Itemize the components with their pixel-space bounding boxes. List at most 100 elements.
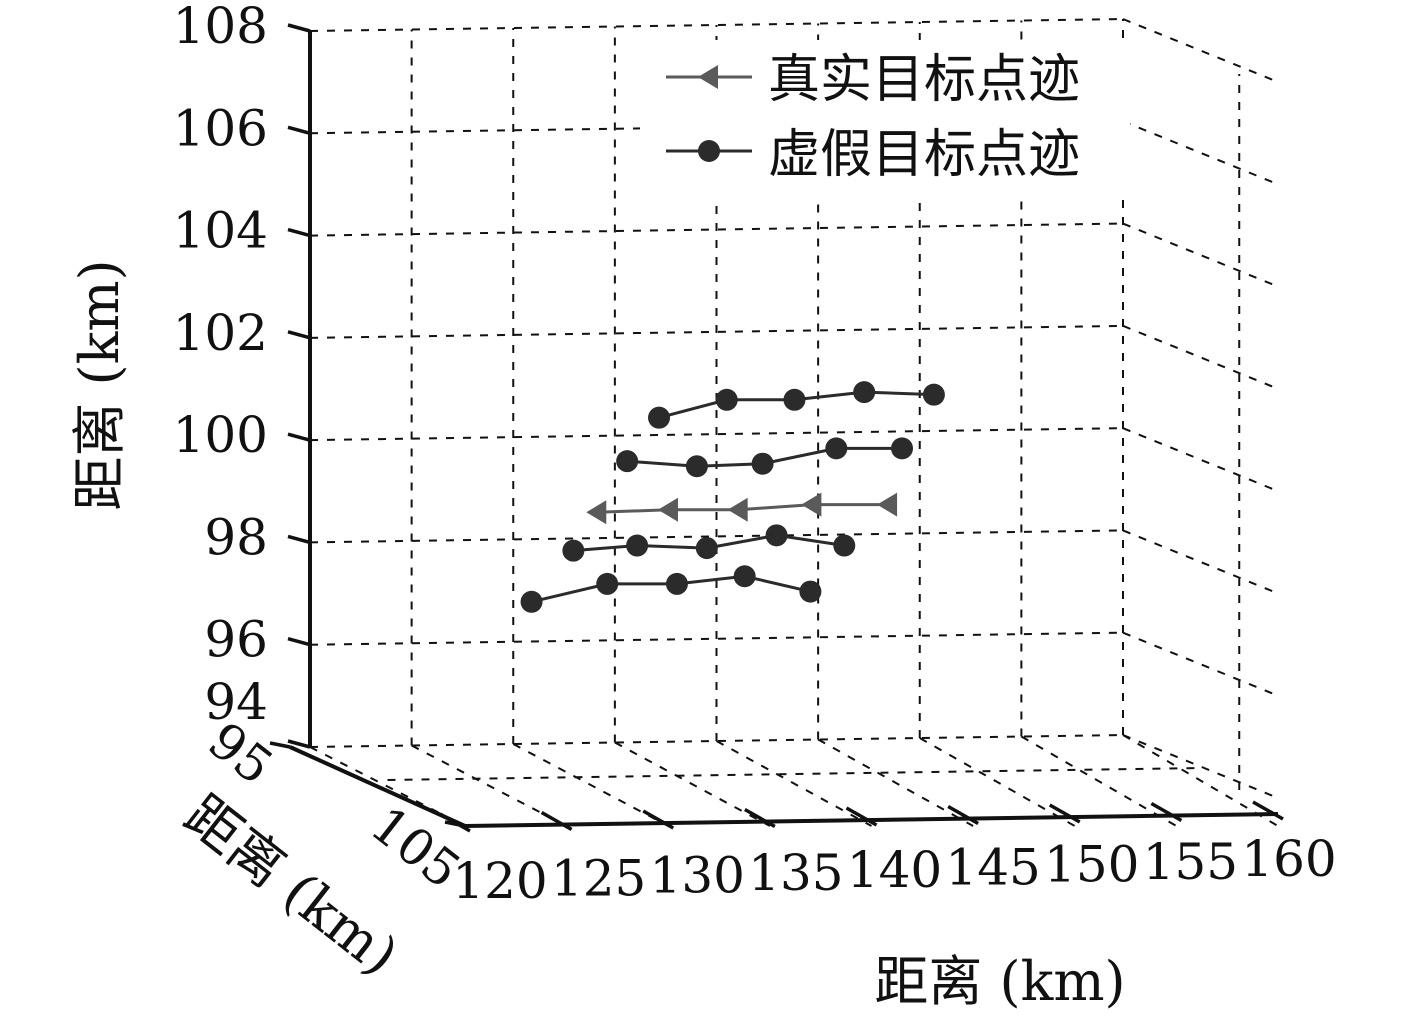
y-tick-0 [269,741,291,749]
x-tick-label-5: 145 [945,838,1040,896]
series-4-point-0 [648,406,671,429]
legend-entry-real [666,65,752,89]
series-4-point-4 [922,383,945,406]
legend: 真实目标点迹 虚假目标点迹 [640,40,1130,200]
legend-marker-real [698,65,718,89]
x-tick-label-6: 150 [1044,836,1139,894]
x-tick-5 [947,804,979,826]
series-3-point-4 [891,437,914,460]
z-tick-3 [287,432,311,442]
x-tick-label-1: 125 [551,849,646,907]
x-tick-label-3: 135 [748,844,843,902]
z-tick-0 [287,739,311,749]
series-2-point-1 [626,534,649,557]
series-2-point-3 [765,524,788,547]
x-tick-1 [540,810,573,832]
series-2-point-0 [562,539,585,562]
grid-floor-depth-3 [614,741,771,827]
series-0-point-4 [877,492,898,517]
grid-floor-depth-5 [817,738,974,827]
x-tick-8 [1252,800,1284,821]
z-tick-7 [287,23,311,33]
z-tick-label-1: 96 [204,611,268,669]
series-3-point-3 [825,437,848,460]
z-tick-4 [287,330,311,340]
series-3 [616,437,914,478]
grid-side-0 [1122,734,1279,799]
x-tick-label-2: 130 [650,847,745,905]
y-axis-label: 距离 (km) [173,783,410,987]
z-tick-6 [287,125,311,135]
x-axis-line [464,812,1279,828]
series-1-point-4 [799,580,822,603]
z-tick-label-5: 104 [173,202,268,260]
x-tick-label-4: 140 [847,841,942,899]
z-tick-5 [287,227,311,238]
series-4-point-1 [715,388,738,411]
grid-floor-mid [387,767,1201,781]
x-tick-4 [845,806,878,827]
x-axis-label: 距离 (km) [874,950,1125,1013]
grid-floor-depth-8 [1122,734,1279,827]
x-tick-6 [1048,803,1081,824]
series-1-point-3 [733,565,756,588]
grid-floor-depth-6 [919,737,1076,827]
series-2 [562,524,856,562]
x-tick-2 [642,809,675,830]
x-tick-7 [1150,801,1183,823]
legend-background [640,40,1130,200]
z-tick-label-4: 102 [173,304,268,362]
series-0 [586,492,898,525]
series-1-point-2 [665,572,688,595]
z-tick-label-2: 98 [204,508,268,566]
grid-side-6 [1122,120,1279,186]
series-1 [520,565,822,613]
series-0-point-1 [657,497,678,522]
z-tick-label-6: 106 [173,99,268,157]
legend-label-fake: 虚假目标点迹 [768,125,1080,185]
series-layer [520,381,945,613]
z-tick-label-3: 100 [173,406,268,464]
grid-side-3 [1122,427,1279,493]
grid-layer [309,18,1279,827]
grid-side-5 [1122,222,1279,288]
series-3-point-1 [685,455,708,478]
grid-side-1 [1122,631,1279,697]
y-tick-1 [444,820,466,828]
series-4-point-2 [783,388,806,411]
series-1-point-0 [520,590,543,613]
grid-floor-depth-4 [716,740,872,827]
x-tick-label-8: 160 [1241,830,1336,888]
series-3-point-0 [616,450,639,473]
grid-floor-depth-7 [1020,735,1177,827]
series-1-point-1 [596,572,619,595]
series-2-point-4 [833,534,856,557]
grid-floor-depth-1 [411,744,568,827]
legend-label-real: 真实目标点迹 [768,50,1080,110]
legend-entry-fake [666,140,752,162]
grid-side-2 [1122,529,1279,595]
z-tick-label-7: 108 [173,0,268,55]
series-0-point-2 [727,497,748,522]
legend-marker-fake [698,140,720,162]
z-tick-2 [287,534,311,545]
x-tick-3 [744,807,776,829]
grid-floor-depth-2 [512,743,669,827]
z-tick-label-0: 94 [204,673,268,731]
series-3-point-2 [751,452,774,475]
x-tick-label-0: 120 [452,852,547,910]
z-tick-1 [287,637,311,647]
grid-side-7 [1122,18,1279,83]
x-tick-label-7: 155 [1143,833,1238,891]
z-axis-label: 距离 (km) [68,259,131,510]
y-axis-line [289,745,466,828]
series-4-point-3 [853,381,876,404]
grid-side-4 [1122,324,1279,390]
series-0-point-0 [586,500,607,525]
grid-floor-depth-0 [309,746,466,827]
series-2-point-2 [695,537,718,560]
series-4 [648,381,945,429]
series-0-point-3 [801,492,822,517]
